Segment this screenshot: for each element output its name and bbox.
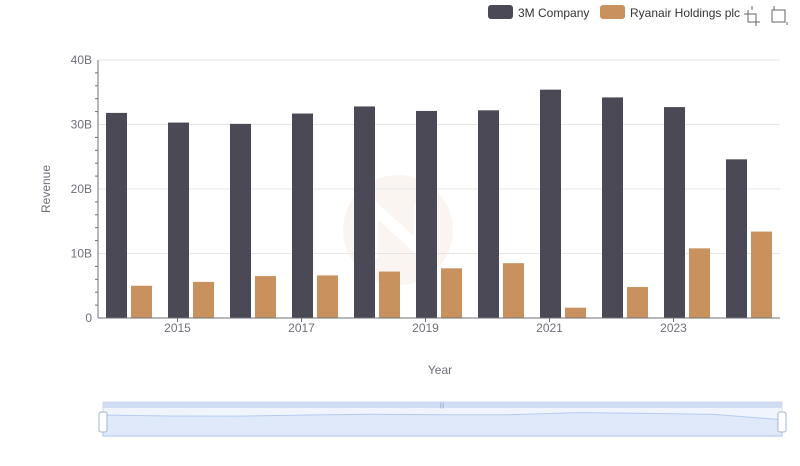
legend-swatch-3m	[488, 5, 513, 19]
zoom-grip-icon: |||	[440, 403, 445, 409]
y-axis-title: Revenue	[39, 165, 53, 213]
bar-3m-company-2018[interactable]	[354, 106, 375, 318]
y-tick-label: 10B	[71, 247, 92, 261]
bar-3m-company-2022[interactable]	[602, 97, 623, 318]
bar-ryanair-holdings-plc-2021[interactable]	[565, 307, 586, 318]
bar-ryanair-holdings-plc-2018[interactable]	[379, 271, 400, 318]
bar-ryanair-holdings-plc-2017[interactable]	[317, 275, 338, 318]
legend-item-3m[interactable]: 3M Company	[488, 5, 589, 20]
bar-ryanair-holdings-plc-2020[interactable]	[503, 263, 524, 318]
legend-label-ryanair: Ryanair Holdings plc	[630, 6, 740, 20]
y-tick-label: 40B	[71, 53, 92, 67]
bars	[106, 89, 772, 319]
bar-3m-company-2021[interactable]	[540, 89, 561, 318]
bar-ryanair-holdings-plc-2015[interactable]	[193, 281, 214, 318]
data-zoom-slider[interactable]: |||	[98, 401, 787, 437]
legend-swatch-ryanair	[600, 5, 625, 19]
y-tick-label: 20B	[71, 182, 92, 196]
bar-3m-company-2014[interactable]	[106, 112, 127, 318]
axes	[95, 60, 780, 322]
zoom-top-bar[interactable]	[103, 402, 782, 408]
bar-3m-company-2023[interactable]	[664, 107, 685, 319]
restore-icon[interactable]	[771, 6, 788, 25]
legend-item-ryanair[interactable]: Ryanair Holdings plc	[600, 5, 740, 20]
bar-3m-company-2019[interactable]	[416, 110, 437, 318]
bar-3m-company-2024[interactable]	[726, 159, 747, 318]
y-axis-labels: 0 10B 20B 30B 40B	[71, 53, 93, 325]
y-tick-label: 30B	[71, 118, 92, 132]
x-tick-label: 2021	[536, 321, 563, 335]
bar-3m-company-2015[interactable]	[168, 122, 189, 318]
x-axis-labels: 2015 2017 2019 2021 2023	[164, 321, 687, 335]
zoom-preview-area	[102, 412, 783, 437]
x-tick-label: 2019	[412, 321, 439, 335]
bar-3m-company-2020[interactable]	[478, 110, 499, 318]
bar-ryanair-holdings-plc-2023[interactable]	[689, 248, 710, 318]
zoom-handle-left[interactable]	[98, 411, 108, 433]
legend: 3M Company Ryanair Holdings plc	[488, 5, 740, 20]
x-tick-label: 2017	[288, 321, 315, 335]
bar-ryanair-holdings-plc-2019[interactable]	[441, 268, 462, 318]
legend-label-3m: 3M Company	[518, 6, 589, 20]
bar-3m-company-2016[interactable]	[230, 123, 251, 318]
bar-ryanair-holdings-plc-2024[interactable]	[751, 231, 772, 318]
zoom-select-icon[interactable]	[744, 6, 760, 26]
bar-ryanair-holdings-plc-2016[interactable]	[255, 276, 276, 318]
zoom-handle-right[interactable]	[777, 411, 787, 433]
bar-ryanair-holdings-plc-2022[interactable]	[627, 287, 648, 318]
x-axis-title: Year	[428, 363, 452, 377]
x-tick-label: 2023	[660, 321, 687, 335]
x-tick-label: 2015	[164, 321, 191, 335]
bar-3m-company-2017[interactable]	[292, 113, 313, 318]
bar-ryanair-holdings-plc-2014[interactable]	[131, 285, 152, 318]
y-tick-label: 0	[85, 311, 92, 325]
